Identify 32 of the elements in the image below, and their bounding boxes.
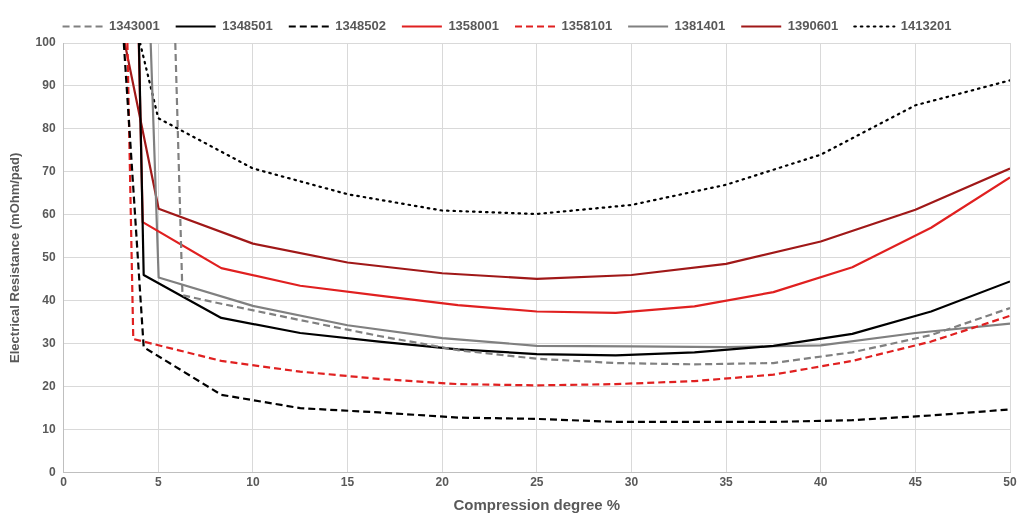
- x-tick-label: 50: [1003, 475, 1017, 490]
- legend-label: 1358101: [561, 18, 613, 34]
- y-tick-label: 40: [42, 293, 56, 308]
- x-tick-label: 35: [719, 475, 734, 490]
- legend-label: 1413201: [900, 18, 952, 34]
- y-tick-label: 80: [42, 121, 56, 136]
- x-tick-label: 20: [435, 475, 450, 490]
- y-tick-label: 50: [42, 250, 56, 265]
- legend-label: 1358001: [448, 18, 500, 34]
- y-tick-label: 90: [42, 78, 56, 93]
- x-tick-label: 15: [340, 475, 355, 490]
- x-tick-label: 10: [246, 475, 260, 490]
- y-tick-label: 10: [42, 421, 56, 436]
- y-tick-label: 60: [42, 207, 56, 222]
- y-axis-title: Electrical Resistance (mOhm/pad): [7, 152, 23, 363]
- y-tick-label: 70: [42, 164, 56, 179]
- legend-label: 1381401: [674, 18, 726, 34]
- y-tick-label: 20: [42, 378, 56, 393]
- x-tick-label: 0: [60, 475, 68, 490]
- legend-label: 1348501: [222, 18, 273, 34]
- y-tick-label: 100: [35, 35, 56, 50]
- x-tick-label: 5: [154, 475, 162, 490]
- x-tick-label: 45: [908, 475, 923, 490]
- y-tick-label: 30: [42, 336, 56, 351]
- y-tick-label: 0: [48, 464, 56, 479]
- legend-label: 1390601: [787, 18, 839, 34]
- x-axis-title: Compression degree %: [453, 496, 621, 514]
- x-tick-label: 25: [530, 475, 544, 490]
- x-tick-label: 40: [814, 475, 828, 490]
- legend-label: 1348502: [335, 18, 386, 34]
- legend-label: 1343001: [109, 18, 160, 34]
- x-tick-label: 30: [624, 475, 639, 490]
